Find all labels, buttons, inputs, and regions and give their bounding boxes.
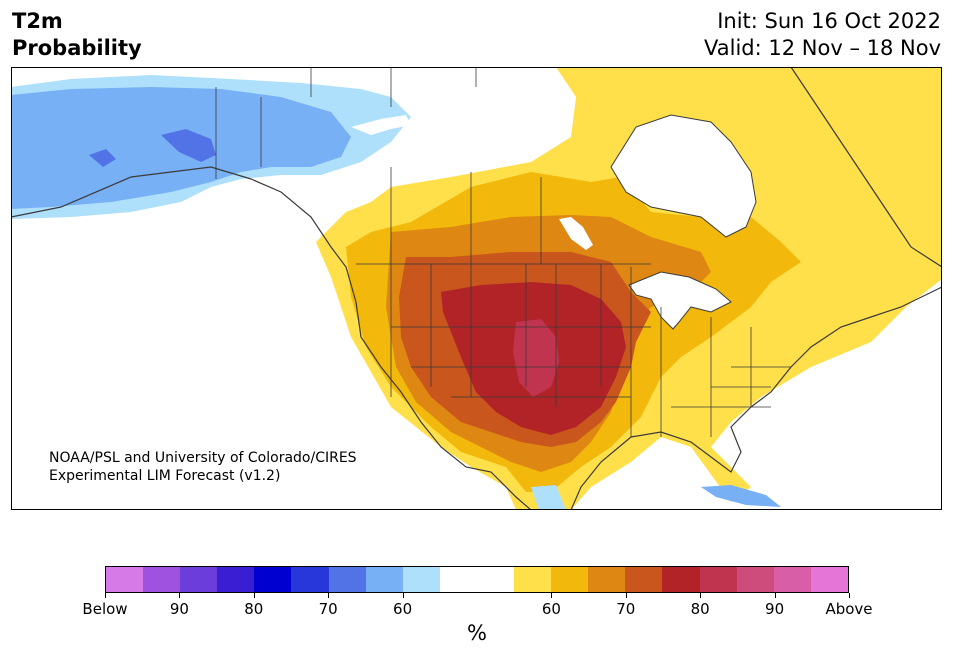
colorbar-swatch xyxy=(699,567,737,592)
colorbar-swatch xyxy=(551,567,589,592)
colorbar-swatch xyxy=(291,567,329,592)
colorbar-swatch xyxy=(365,567,403,592)
colorbar-tick-mark xyxy=(551,593,553,598)
hudson-bay xyxy=(610,114,757,238)
colorbar-tick-label: 60 xyxy=(541,600,561,618)
great-lakes xyxy=(628,271,732,330)
colorbar-tick-label: 80 xyxy=(690,600,710,618)
title-line-1: T2m xyxy=(12,9,63,33)
init-date: Init: Sun 16 Oct 2022 xyxy=(717,9,941,33)
credit-line-2: Experimental LIM Forecast (v1.2) xyxy=(49,468,281,484)
colorbar-swatch xyxy=(217,567,255,592)
colorbar-tick-mark xyxy=(105,593,106,598)
colorbar-swatch xyxy=(106,567,144,592)
colorbar-tick-mark xyxy=(253,593,255,598)
colorbar-tick-label: Below xyxy=(82,600,128,618)
colorbar-swatch xyxy=(588,567,626,592)
colorbar-swatch xyxy=(514,567,552,592)
colorbar-swatch xyxy=(625,567,663,592)
forecast-dates: Init: Sun 16 Oct 2022 Valid: 12 Nov – 18… xyxy=(704,8,941,62)
colorbar-swatch xyxy=(143,567,181,592)
colorbar-unit: % xyxy=(467,621,487,645)
colorbar-tick-mark xyxy=(179,593,181,598)
colorbar xyxy=(105,566,849,593)
colorbar-tick-mark xyxy=(849,593,850,598)
colorbar-swatch xyxy=(476,567,515,592)
colorbar-tick-label: 90 xyxy=(169,600,189,618)
below-60-mexico xyxy=(531,485,566,510)
map-frame xyxy=(11,67,942,510)
colorbar-tick-label: 70 xyxy=(318,600,338,618)
colorbar-swatch xyxy=(180,567,218,592)
state-borders xyxy=(215,67,791,437)
colorbar-tick-mark xyxy=(328,593,330,598)
below-80-region xyxy=(89,129,216,167)
colorbar-tick-label: 60 xyxy=(393,600,413,618)
colorbar-tick-label: 80 xyxy=(244,600,264,618)
colorbar-tick-label: 70 xyxy=(616,600,636,618)
colorbar-swatch xyxy=(402,567,440,592)
colorbar-tick-mark xyxy=(700,593,702,598)
colorbar-swatch xyxy=(439,567,477,592)
below-60-cuba xyxy=(701,485,781,507)
colorbar-tick-mark xyxy=(625,593,627,598)
valid-range: Valid: 12 Nov – 18 Nov xyxy=(704,36,941,60)
colorbar-swatch xyxy=(773,567,811,592)
above-peak-region xyxy=(513,319,559,397)
colorbar-swatch xyxy=(328,567,366,592)
title-line-2: Probability xyxy=(12,36,142,60)
colorbar-swatch xyxy=(662,567,700,592)
lake-winnipeg xyxy=(559,217,593,250)
colorbar-swatch xyxy=(254,567,292,592)
colorbar-swatch xyxy=(810,567,848,592)
colorbar-tick-label: Above xyxy=(825,600,873,618)
credit-text: NOAA/PSL and University of Colorado/CIRE… xyxy=(49,449,357,485)
map-title: T2m Probability xyxy=(12,8,142,62)
colorbar-swatch xyxy=(736,567,774,592)
colorbar-tick-label: 90 xyxy=(765,600,785,618)
colorbar-tick-mark xyxy=(402,593,404,598)
forecast-map xyxy=(11,67,942,510)
great-bear-lake xyxy=(351,115,411,135)
coastline xyxy=(11,67,942,510)
colorbar-tick-mark xyxy=(774,593,776,598)
credit-line-1: NOAA/PSL and University of Colorado/CIRE… xyxy=(49,450,357,466)
